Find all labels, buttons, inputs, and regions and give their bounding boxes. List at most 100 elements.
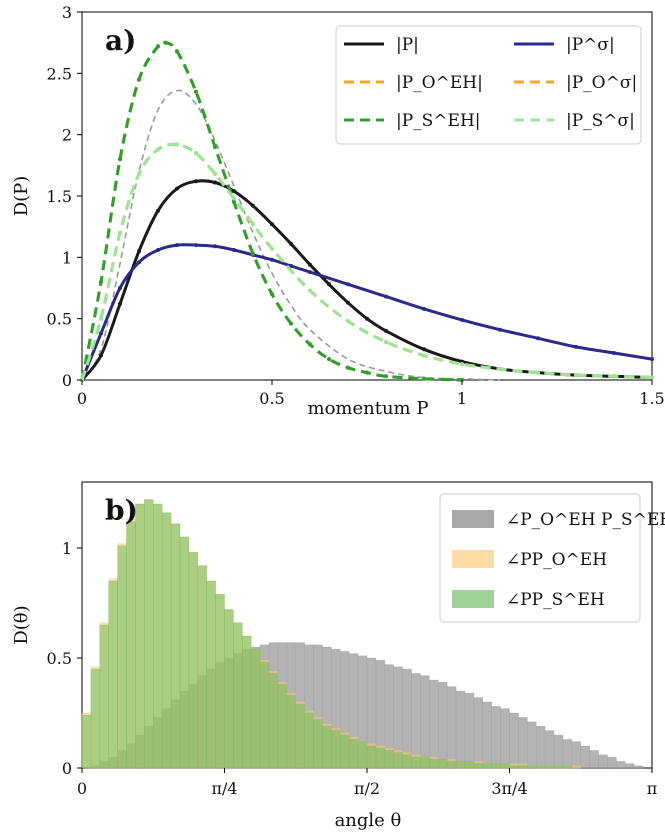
hist-bar [357,741,368,769]
hist-bar [571,765,582,769]
hist-bar [366,745,377,769]
series-5-point [574,373,578,378]
series-5-point [137,171,141,176]
series-1-point [612,351,616,355]
y-tick-label-a: 1 [62,248,72,267]
x-tick-label-a: 0 [77,389,87,408]
series-4-point [137,77,141,82]
legend-a-label: |P_S^EH| [396,111,481,131]
hist-bar [375,747,386,769]
series-1-point [137,260,141,265]
hist-bar [438,758,448,769]
series-1-point [346,282,350,287]
series-1-point [156,248,160,252]
hist-bar [206,580,216,769]
hist-bar [509,712,519,769]
series-4-point [213,144,217,149]
y-tick-label-b: 0 [62,759,72,778]
series-lines-a [80,40,654,382]
hist-bar [607,756,617,769]
hist-bar [179,536,190,769]
hist-bar [81,714,92,769]
hist-bar [535,765,546,769]
series-5-point [156,147,160,152]
hist-bar [402,754,412,769]
series-0-point [137,249,141,254]
series-1-point [270,257,274,262]
legend-a-label: |P| [396,35,419,55]
hist-bar [144,499,154,769]
hist-bar [633,765,644,769]
series-1-point [213,244,217,249]
hist-bar [491,706,501,769]
series-1-point [194,243,198,248]
hist-bar [250,648,261,769]
series-0-point [289,241,293,246]
legend-b: ∠P_O^EH P_S^EH ∠PP_O^EH ∠PP_S^EH [439,493,665,623]
hist-bar [562,739,573,769]
legend-b-label: ∠P_O^EH P_S^EH [506,510,665,530]
y-tick-label-a: 2.5 [47,64,72,83]
hist-bar [117,545,127,769]
hist-bar [482,701,492,769]
series-1-point [650,357,654,362]
hist-bar [331,730,341,769]
x-tick-label-b: π/4 [211,779,237,798]
legend-a-label: |P_S^σ| [566,111,635,131]
hist-bar [438,681,448,769]
series-0-point [118,301,122,306]
series-1-point [289,263,293,268]
series-1-point [118,286,122,290]
hist-bar [527,765,537,769]
legend-a-label: |P_O^σ| [566,73,637,93]
hist-bar [197,565,207,769]
hist-bar [411,673,421,769]
hist-bar [161,512,172,769]
series-1-point [574,344,578,349]
x-axis-label-b: angle θ [335,810,402,831]
series-4-point [194,89,198,94]
series-1-point [308,270,312,275]
y-tick-label-a: 0.5 [47,310,72,329]
hist-bar [224,609,234,769]
hist-bar [429,758,439,769]
series-0-point [327,282,331,287]
series-5-point [270,246,274,251]
hist-bar [295,703,305,769]
y-tick-label-b: 0.5 [47,649,72,668]
series-5-point [251,222,255,227]
hist-bar [455,690,466,769]
series-0-point [365,316,369,321]
histogram-bars-b [81,499,644,769]
series-4-point [99,279,103,284]
hist-bar [259,662,270,769]
legend-a-frame [335,25,642,145]
hist-bar [509,765,519,769]
x-tick-label-b: π/2 [354,779,380,798]
hist-bar [455,761,466,769]
series-5-point [194,151,198,156]
series-5-point [460,362,464,367]
series-5-point [99,316,103,321]
hist-bar [429,679,439,769]
hist-bar [464,692,475,769]
hist-bar [500,708,510,769]
hist-bar [90,668,101,769]
series-5-point [346,319,350,324]
series-line-1 [80,243,653,381]
axes-a: 0 0.5 1 1.5 0 0.5 1 1.5 2 2.5 3 [47,3,665,408]
y-tick-label-a: 3 [62,3,72,22]
series-0-point [232,189,236,194]
hist-bar [233,622,243,769]
x-tick-label-a: 1 [457,389,467,408]
series-5-point [384,340,388,344]
x-tick-label-a: 0.5 [259,389,284,408]
x-tick-label-a: 1.5 [639,389,664,408]
series-4 [80,40,464,382]
series-1-point [422,306,426,311]
hist-bar [544,765,555,769]
series-1 [80,243,654,382]
series-4-point [308,342,312,347]
series-1-point [498,327,502,332]
